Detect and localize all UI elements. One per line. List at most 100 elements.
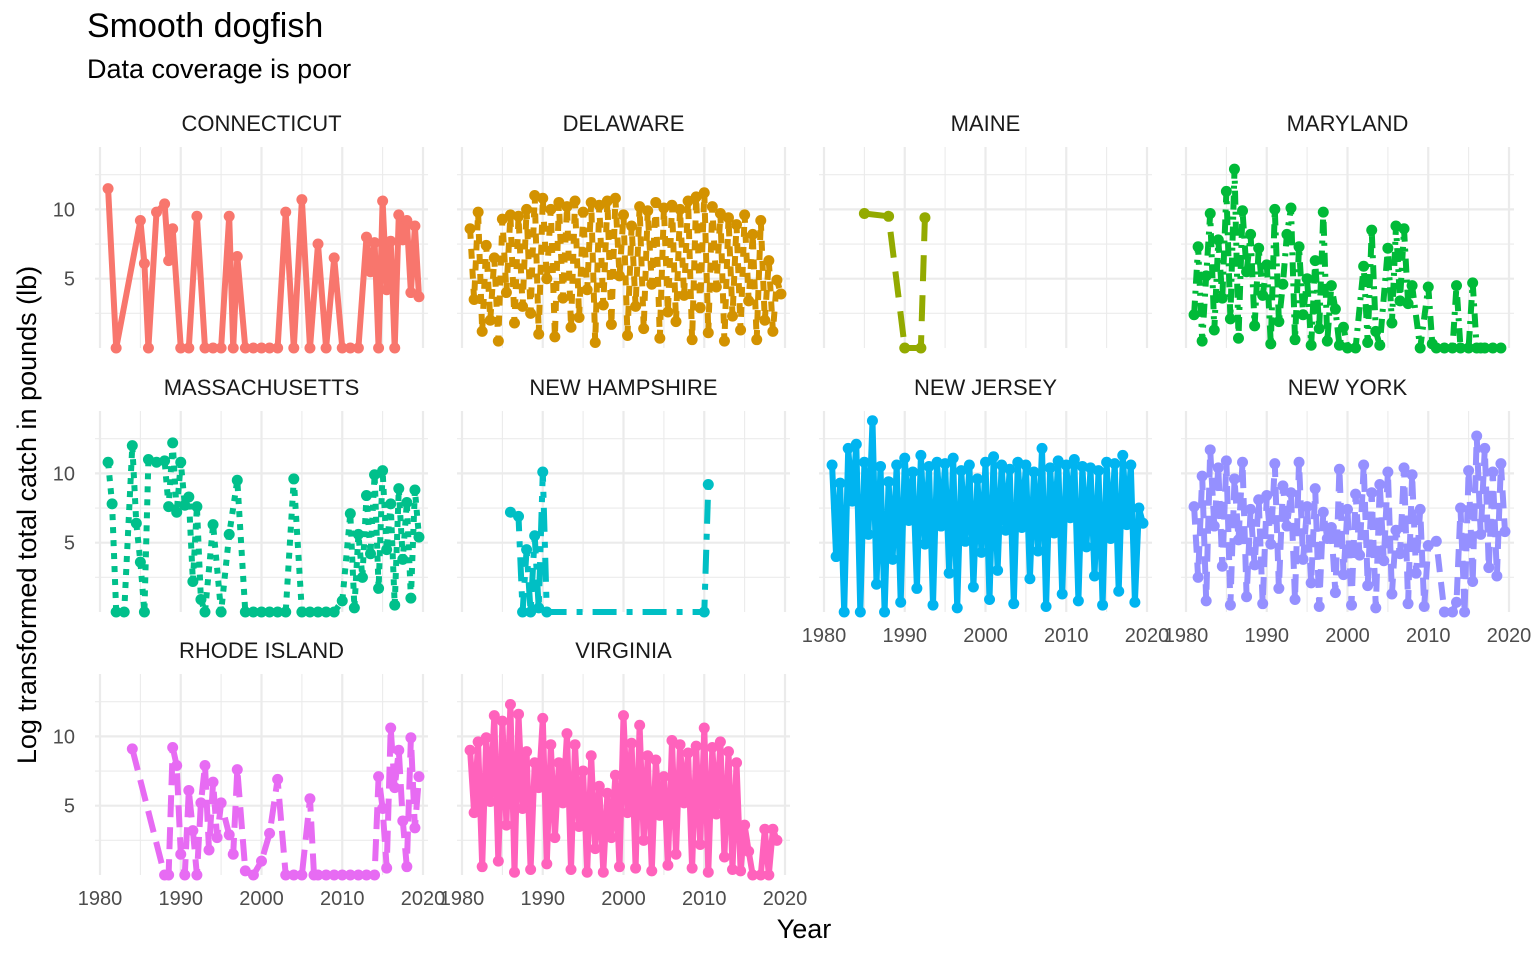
data-point (919, 538, 931, 550)
panel-massachusetts: MASSACHUSETTS 5 10 (53, 375, 428, 618)
data-point (533, 602, 545, 614)
data-point (256, 342, 267, 354)
data-point (496, 213, 508, 225)
data-point (955, 465, 967, 477)
data-point (975, 546, 987, 558)
data-point (525, 863, 537, 875)
data-point (1004, 463, 1016, 475)
chart-title: Smooth dogfish (87, 7, 324, 45)
data-point (634, 201, 646, 213)
data-point (1285, 487, 1297, 499)
data-point (1289, 334, 1301, 346)
data-point (1390, 524, 1402, 536)
data-point (1410, 567, 1422, 579)
data-point (980, 456, 991, 468)
data-point (1241, 266, 1253, 278)
data-point (626, 737, 638, 749)
data-point (650, 754, 662, 766)
data-point (698, 722, 710, 734)
data-point (1036, 442, 1048, 454)
data-point (642, 750, 654, 762)
data-point (264, 606, 276, 618)
data-point (187, 576, 199, 588)
data-point (581, 284, 593, 296)
data-point (151, 206, 163, 218)
data-point (476, 861, 488, 873)
data-point (1208, 324, 1220, 336)
data-point (650, 196, 662, 208)
data-point (468, 807, 480, 819)
data-point (927, 599, 939, 611)
data-point (1196, 470, 1208, 482)
data-point (939, 458, 951, 470)
data-point (1281, 520, 1293, 532)
data-point (352, 342, 364, 354)
data-point (1479, 342, 1491, 354)
data-point (183, 342, 195, 354)
data-point (163, 501, 175, 513)
data-point (328, 869, 340, 881)
data-point (1121, 519, 1133, 531)
data-point (899, 342, 911, 354)
data-point (1471, 430, 1483, 442)
data-point (175, 342, 187, 354)
data-point (1188, 309, 1200, 321)
data-point (727, 310, 739, 322)
data-point (199, 759, 211, 771)
data-point (710, 281, 722, 293)
data-point (1257, 289, 1269, 301)
data-point (203, 844, 215, 856)
data-point (280, 869, 292, 881)
data-point (1317, 206, 1329, 218)
data-point (1208, 520, 1220, 532)
data-point (1117, 449, 1129, 461)
data-point (834, 477, 846, 489)
data-point (850, 438, 862, 450)
series-points (504, 466, 714, 618)
data-point (296, 606, 308, 618)
data-point (1257, 598, 1269, 610)
data-point (1044, 462, 1056, 474)
data-point (199, 606, 211, 618)
data-point (312, 606, 324, 618)
data-point (1378, 555, 1390, 567)
data-point (1467, 576, 1479, 588)
data-point (1024, 573, 1036, 585)
data-point (1261, 259, 1273, 271)
series-points (464, 698, 783, 881)
data-point (838, 606, 850, 618)
data-point (264, 342, 276, 354)
data-point (360, 869, 372, 881)
data-point (207, 519, 219, 531)
panel-maine: MAINE (819, 111, 1152, 354)
data-point (1446, 342, 1458, 354)
data-point (328, 252, 340, 264)
data-point (670, 848, 682, 860)
data-point (605, 318, 617, 330)
data-point (381, 862, 393, 874)
data-point (1016, 521, 1028, 533)
data-point (682, 747, 694, 759)
data-point (385, 235, 397, 247)
data-point (102, 183, 114, 195)
x-tick-label: 2010 (1406, 625, 1451, 647)
data-point (1438, 342, 1450, 354)
data-point (541, 606, 553, 618)
data-point (336, 595, 348, 607)
data-point (1382, 242, 1394, 254)
data-point (476, 325, 488, 337)
series-points (126, 722, 425, 881)
data-point (1301, 273, 1313, 285)
data-point (573, 820, 585, 832)
panel-new-jersey: NEW JERSEY 1980 1990 2000 2010 2020 (802, 375, 1170, 647)
data-point (1309, 255, 1321, 267)
data-point (1366, 224, 1378, 236)
data-point (533, 782, 545, 794)
data-point (272, 342, 284, 354)
data-point (272, 606, 284, 618)
data-point (264, 827, 276, 839)
data-point (545, 203, 557, 215)
data-point (1232, 534, 1244, 546)
data-point (1414, 503, 1426, 515)
data-point (488, 710, 500, 722)
